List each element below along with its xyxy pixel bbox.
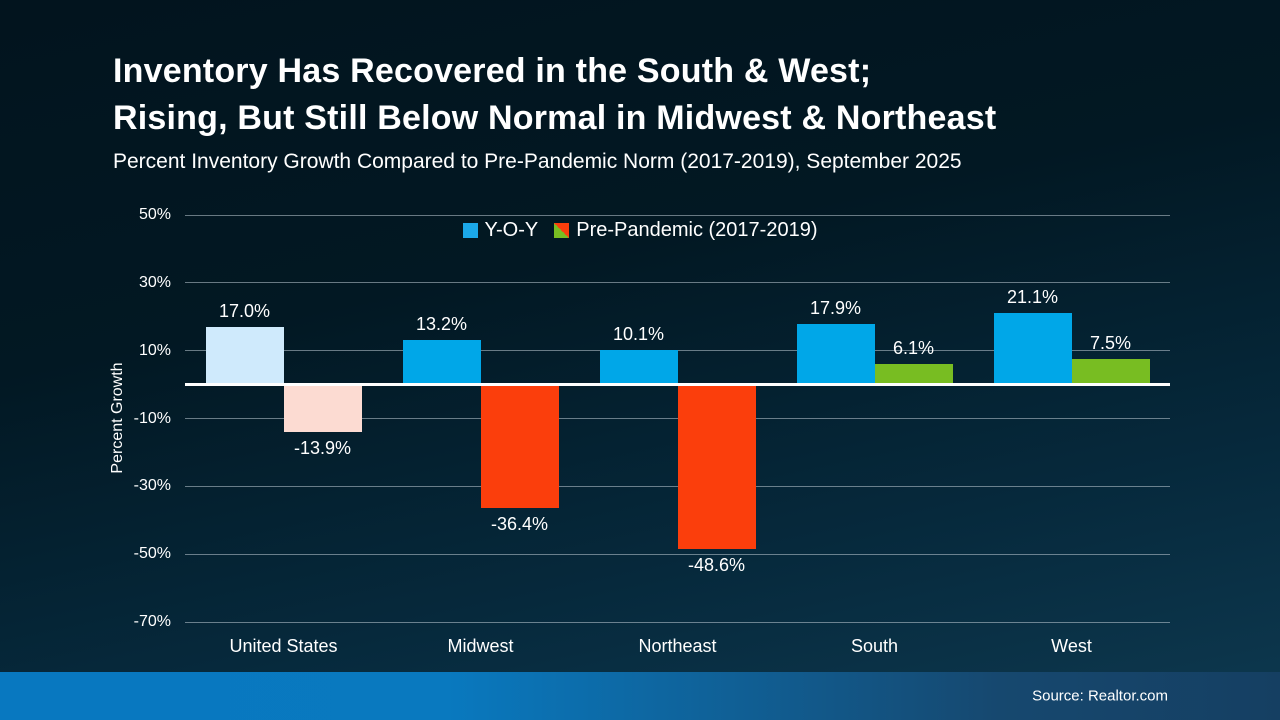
title-line-1: Inventory Has Recovered in the South & W… xyxy=(113,52,872,90)
bar-prepandemic-midwest xyxy=(480,384,559,509)
legend-item-y-o-y: Y-O-Y xyxy=(462,219,539,242)
y-tick--10%: -10% xyxy=(133,409,171,427)
gridline--70% xyxy=(185,621,1170,623)
bar-yoy-midwest xyxy=(402,339,481,385)
gridline-50% xyxy=(185,214,1170,216)
category-label-south: South xyxy=(850,636,899,656)
bar-yoy-west xyxy=(993,313,1072,385)
category-label-midwest: Midwest xyxy=(447,636,514,656)
footer-bar: Source: Realtor.com xyxy=(0,672,1280,720)
gridline--50% xyxy=(185,553,1170,555)
gridline-30% xyxy=(185,282,1170,284)
plot-area: 50% 30% 10% -10% -30% -50% -70% 17.0% -13.9% 13.2… xyxy=(134,206,1170,630)
y-tick-50%: 50% xyxy=(138,206,171,223)
bar-prepandemic-south xyxy=(874,363,953,385)
y-tick--70%: -70% xyxy=(133,613,171,630)
bar-value-label-prepandemic-united-states: -13.9% xyxy=(293,437,352,458)
gridline-10% xyxy=(185,350,1170,352)
bar-yoy-northeast xyxy=(599,350,678,385)
y-tick-30%: 30% xyxy=(138,273,171,291)
legend-item-pre-pandemic-2017-2019-: Pre-Pandemic (2017-2019) xyxy=(554,219,817,242)
y-tick--50%: -50% xyxy=(133,545,171,563)
bar-value-label-prepandemic-northeast: -48.6% xyxy=(687,555,746,576)
y-tick-10%: 10% xyxy=(138,341,171,359)
chart-title: Inventory Has Recovered in the South & W… xyxy=(113,48,996,142)
category-label-united-states: United States xyxy=(229,636,338,656)
title-line-2: Rising, But Still Below Normal in Midwes… xyxy=(113,99,997,137)
legend-swatch-icon xyxy=(462,223,478,238)
bar-prepandemic-west xyxy=(1071,359,1150,385)
bar-prepandemic-united-states xyxy=(283,384,362,432)
legend-label: Pre-Pandemic (2017-2019) xyxy=(576,219,818,241)
zero-axis-line xyxy=(185,383,1170,387)
bar-value-label-yoy-west: 21.1% xyxy=(1006,287,1059,308)
bar-value-label-yoy-south: 17.9% xyxy=(809,297,862,318)
category-label-northeast: Northeast xyxy=(638,636,717,656)
bar-value-label-yoy-united-states: 17.0% xyxy=(218,300,271,321)
bar-value-label-yoy-northeast: 10.1% xyxy=(612,324,665,345)
bar-yoy-united-states xyxy=(205,326,284,385)
bar-value-label-prepandemic-south: 6.1% xyxy=(892,337,935,358)
chart-subtitle: Percent Inventory Growth Compared to Pre… xyxy=(113,150,962,173)
legend-label: Y-O-Y xyxy=(484,219,539,241)
bar-value-label-yoy-midwest: 13.2% xyxy=(415,313,468,334)
chart-legend: Y-O-Y Pre-Pandemic (2017-2019) xyxy=(0,219,1280,242)
category-label-west: West xyxy=(1051,636,1092,656)
source-credit: Source: Realtor.com xyxy=(1032,687,1168,705)
y-tick--30%: -30% xyxy=(133,477,171,495)
legend-swatch-icon xyxy=(554,223,570,238)
bar-value-label-prepandemic-west: 7.5% xyxy=(1089,333,1132,354)
bar-value-label-prepandemic-midwest: -36.4% xyxy=(490,514,549,535)
bar-yoy-south xyxy=(796,323,875,385)
bar-prepandemic-northeast xyxy=(677,384,756,550)
